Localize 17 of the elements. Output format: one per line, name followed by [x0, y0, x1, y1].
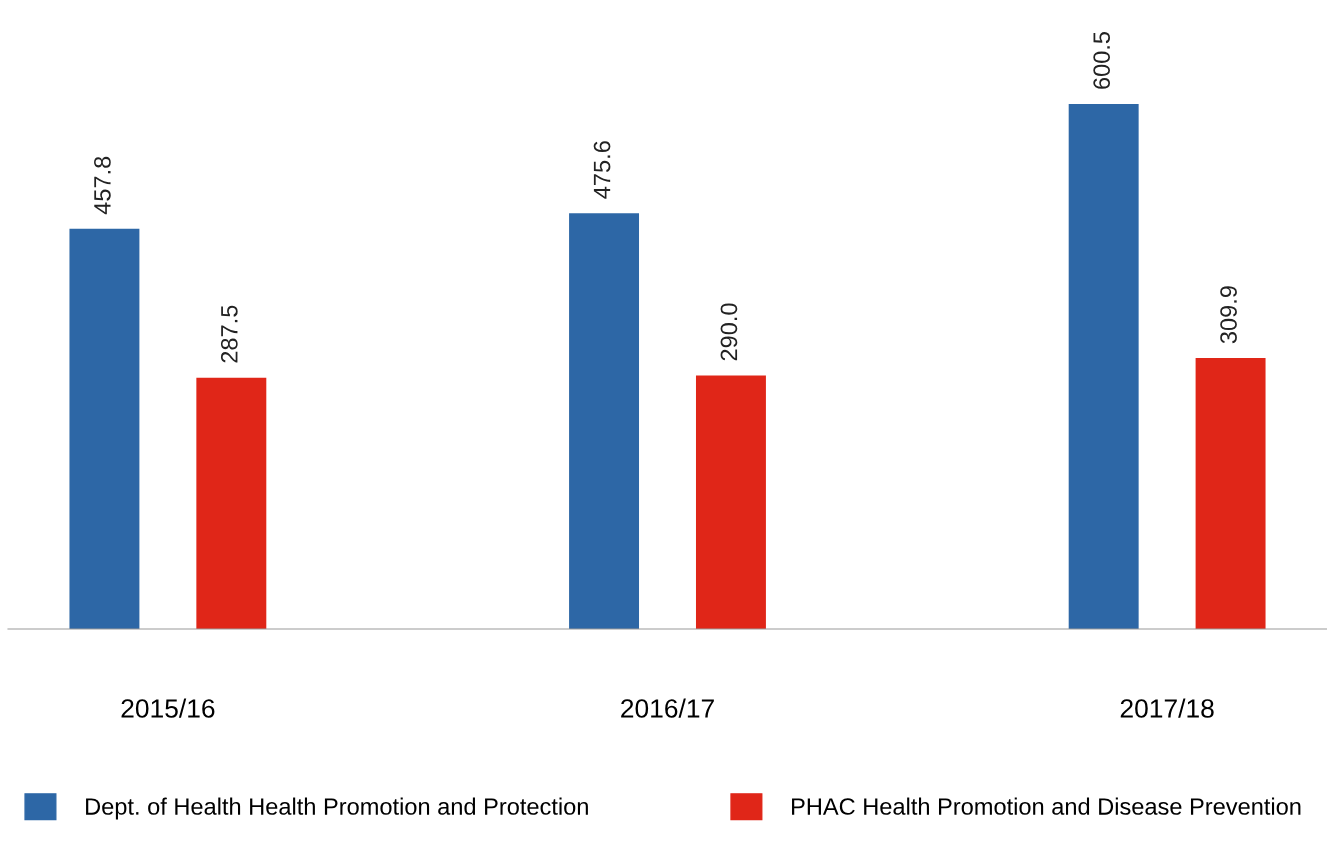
- bar: [69, 228, 140, 629]
- bar: [695, 375, 766, 629]
- x-tick-label: 2016/17: [621, 698, 714, 718]
- data-label: 600.5: [1093, 31, 1111, 89]
- bar: [569, 213, 640, 629]
- data-label: 309.9: [1220, 286, 1237, 344]
- data-label: 457.8: [94, 156, 111, 215]
- legend-label: Dept. of Health Health Promotion and Protection: [86, 797, 588, 820]
- x-tick-label: 2017/18: [1120, 698, 1214, 718]
- bar: [1195, 358, 1266, 629]
- x-tick-label: 2015/16: [121, 698, 215, 718]
- data-label: 475.6: [593, 141, 611, 199]
- data-label: 290.0: [720, 303, 738, 361]
- bar: [196, 377, 267, 629]
- legend-label: PHAC Health Promotion and Disease Prevention: [792, 797, 1301, 815]
- data-label: 287.5: [220, 305, 238, 363]
- bar: [1068, 103, 1139, 629]
